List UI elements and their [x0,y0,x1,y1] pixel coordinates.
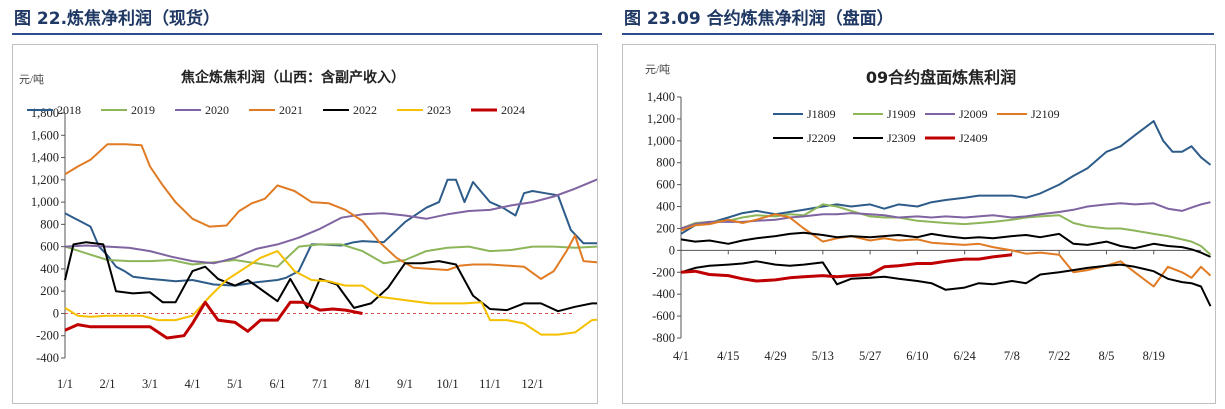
series-line-2022 [64,241,618,313]
y-tick-label: 1,400 [647,90,675,104]
legend-label-2023: 2023 [427,103,451,117]
x-tick-label: 2/1 [100,377,116,391]
x-tick-label: 5/27 [859,349,881,363]
legend-label-2019: 2019 [131,103,155,117]
legend-label-2018: 2018 [57,103,81,117]
x-tick-label: 5/13 [812,349,834,363]
right-title-rule [622,33,1214,35]
legend-label-2020: 2020 [205,103,229,117]
legend-label-2021: 2021 [279,103,303,117]
legend-label-j2109: J2109 [1031,107,1060,121]
series-line-j1909 [680,203,1212,256]
legend-label-2022: 2022 [353,103,377,117]
x-tick-label: 6/1 [270,377,286,391]
series-line-2021 [64,143,619,280]
series-line-2019 [64,243,618,268]
x-tick-label: 10/1 [436,377,458,391]
left-chart: 焦企炼焦利润（山西：含副产收入） 元/吨 -400 -200 0 200 400 600 800… [19,69,619,391]
y-tick-label: 800 [656,156,675,170]
y-tick-label: -200 [36,329,59,343]
x-tick-label: 6/24 [954,349,977,363]
legend-label-j2009: J2009 [959,107,988,121]
chart-title: 09合约盘面炼焦利润 [866,68,1016,87]
series-line-j2409 [680,253,1013,283]
series-line-2023 [64,250,618,336]
legend-label-2024: 2024 [501,103,525,117]
y-tick-label: 1,000 [31,195,59,209]
right-chart: 09合约盘面炼焦利润 元/吨 -800 -600 -400 -200 0 200 400 600 8… [645,63,1212,363]
x-tick-label: 7/1 [312,377,328,391]
legend-label-j1809: J1809 [807,107,836,121]
y-tick-label: -400 [36,351,59,365]
y-tick-label: 200 [40,284,59,298]
x-tick-label: 8/1 [355,377,371,391]
left-panel-title: 图 22.炼焦净利润（现货） [14,9,221,29]
y-tick-label: 1,200 [31,173,59,187]
legend-label-j2209: J2209 [807,131,836,145]
y-tick-label: 1,800 [31,106,59,120]
y-tick-label: 1,200 [647,112,675,126]
x-tick-label: 1/1 [57,377,73,391]
x-tick-label: 9/1 [397,377,413,391]
series-line-2018 [64,178,618,287]
x-tick-label: 3/1 [142,377,158,391]
x-tick-label: 12/1 [521,377,543,391]
x-tick-label: 7/8 [1004,349,1020,363]
legend-label-j1909: J1909 [887,107,916,121]
y-tick-label: 200 [656,221,675,235]
x-tick-label: 4/1 [185,377,201,391]
y-tick-label: -200 [652,265,675,279]
y-tick-label: 800 [40,217,59,231]
x-tick-label: 4/29 [764,349,786,363]
y-tick-label: -400 [652,287,675,301]
y-tick-label: -800 [652,331,675,345]
left-title-rule [12,33,602,35]
legend-label-j2409: J2409 [959,131,988,145]
series-line-2024 [64,300,363,340]
chart-title: 焦企炼焦利润（山西：含副产收入） [180,69,405,86]
legend-label-j2309: J2309 [887,131,916,145]
series-line-j2209 [680,231,1211,258]
series-line-j2009 [680,201,1211,230]
series-line-j2109 [680,213,1212,288]
x-tick-label: 4/15 [717,349,739,363]
y-tick-label: 1,400 [31,151,59,165]
y-unit-label: 元/吨 [645,63,670,76]
y-tick-label: 1,000 [647,134,675,148]
x-tick-label: 6/10 [906,349,928,363]
y-tick-label: -600 [652,309,675,323]
y-tick-label: 600 [656,178,675,192]
x-tick-label: 4/1 [673,349,689,363]
x-tick-label: 7/22 [1048,349,1070,363]
x-tick-label: 8/5 [1098,349,1114,363]
left-chart-frame: 焦企炼焦利润（山西：含副产收入） 元/吨 -400 -200 0 200 400 600 800… [12,44,619,404]
x-tick-label: 11/1 [479,377,501,391]
y-unit-label: 元/吨 [19,73,44,86]
y-tick-label: 1,600 [31,128,59,142]
series-line-j2309 [680,260,1212,307]
x-tick-label: 5/1 [227,377,243,391]
y-tick-label: 400 [40,262,59,276]
y-tick-label: 400 [656,200,675,214]
right-panel-title: 图 23.09 合约炼焦净利润（盘面） [624,9,894,29]
y-tick-label: 0 [53,306,59,320]
right-chart-frame: 09合约盘面炼焦利润 元/吨 -800 -600 -400 -200 0 200 400 600 8… [622,44,1216,404]
y-tick-label: 0 [669,243,675,257]
series-line-2020 [64,168,618,265]
y-tick-label: 600 [40,240,59,254]
x-tick-label: 8/19 [1143,349,1165,363]
